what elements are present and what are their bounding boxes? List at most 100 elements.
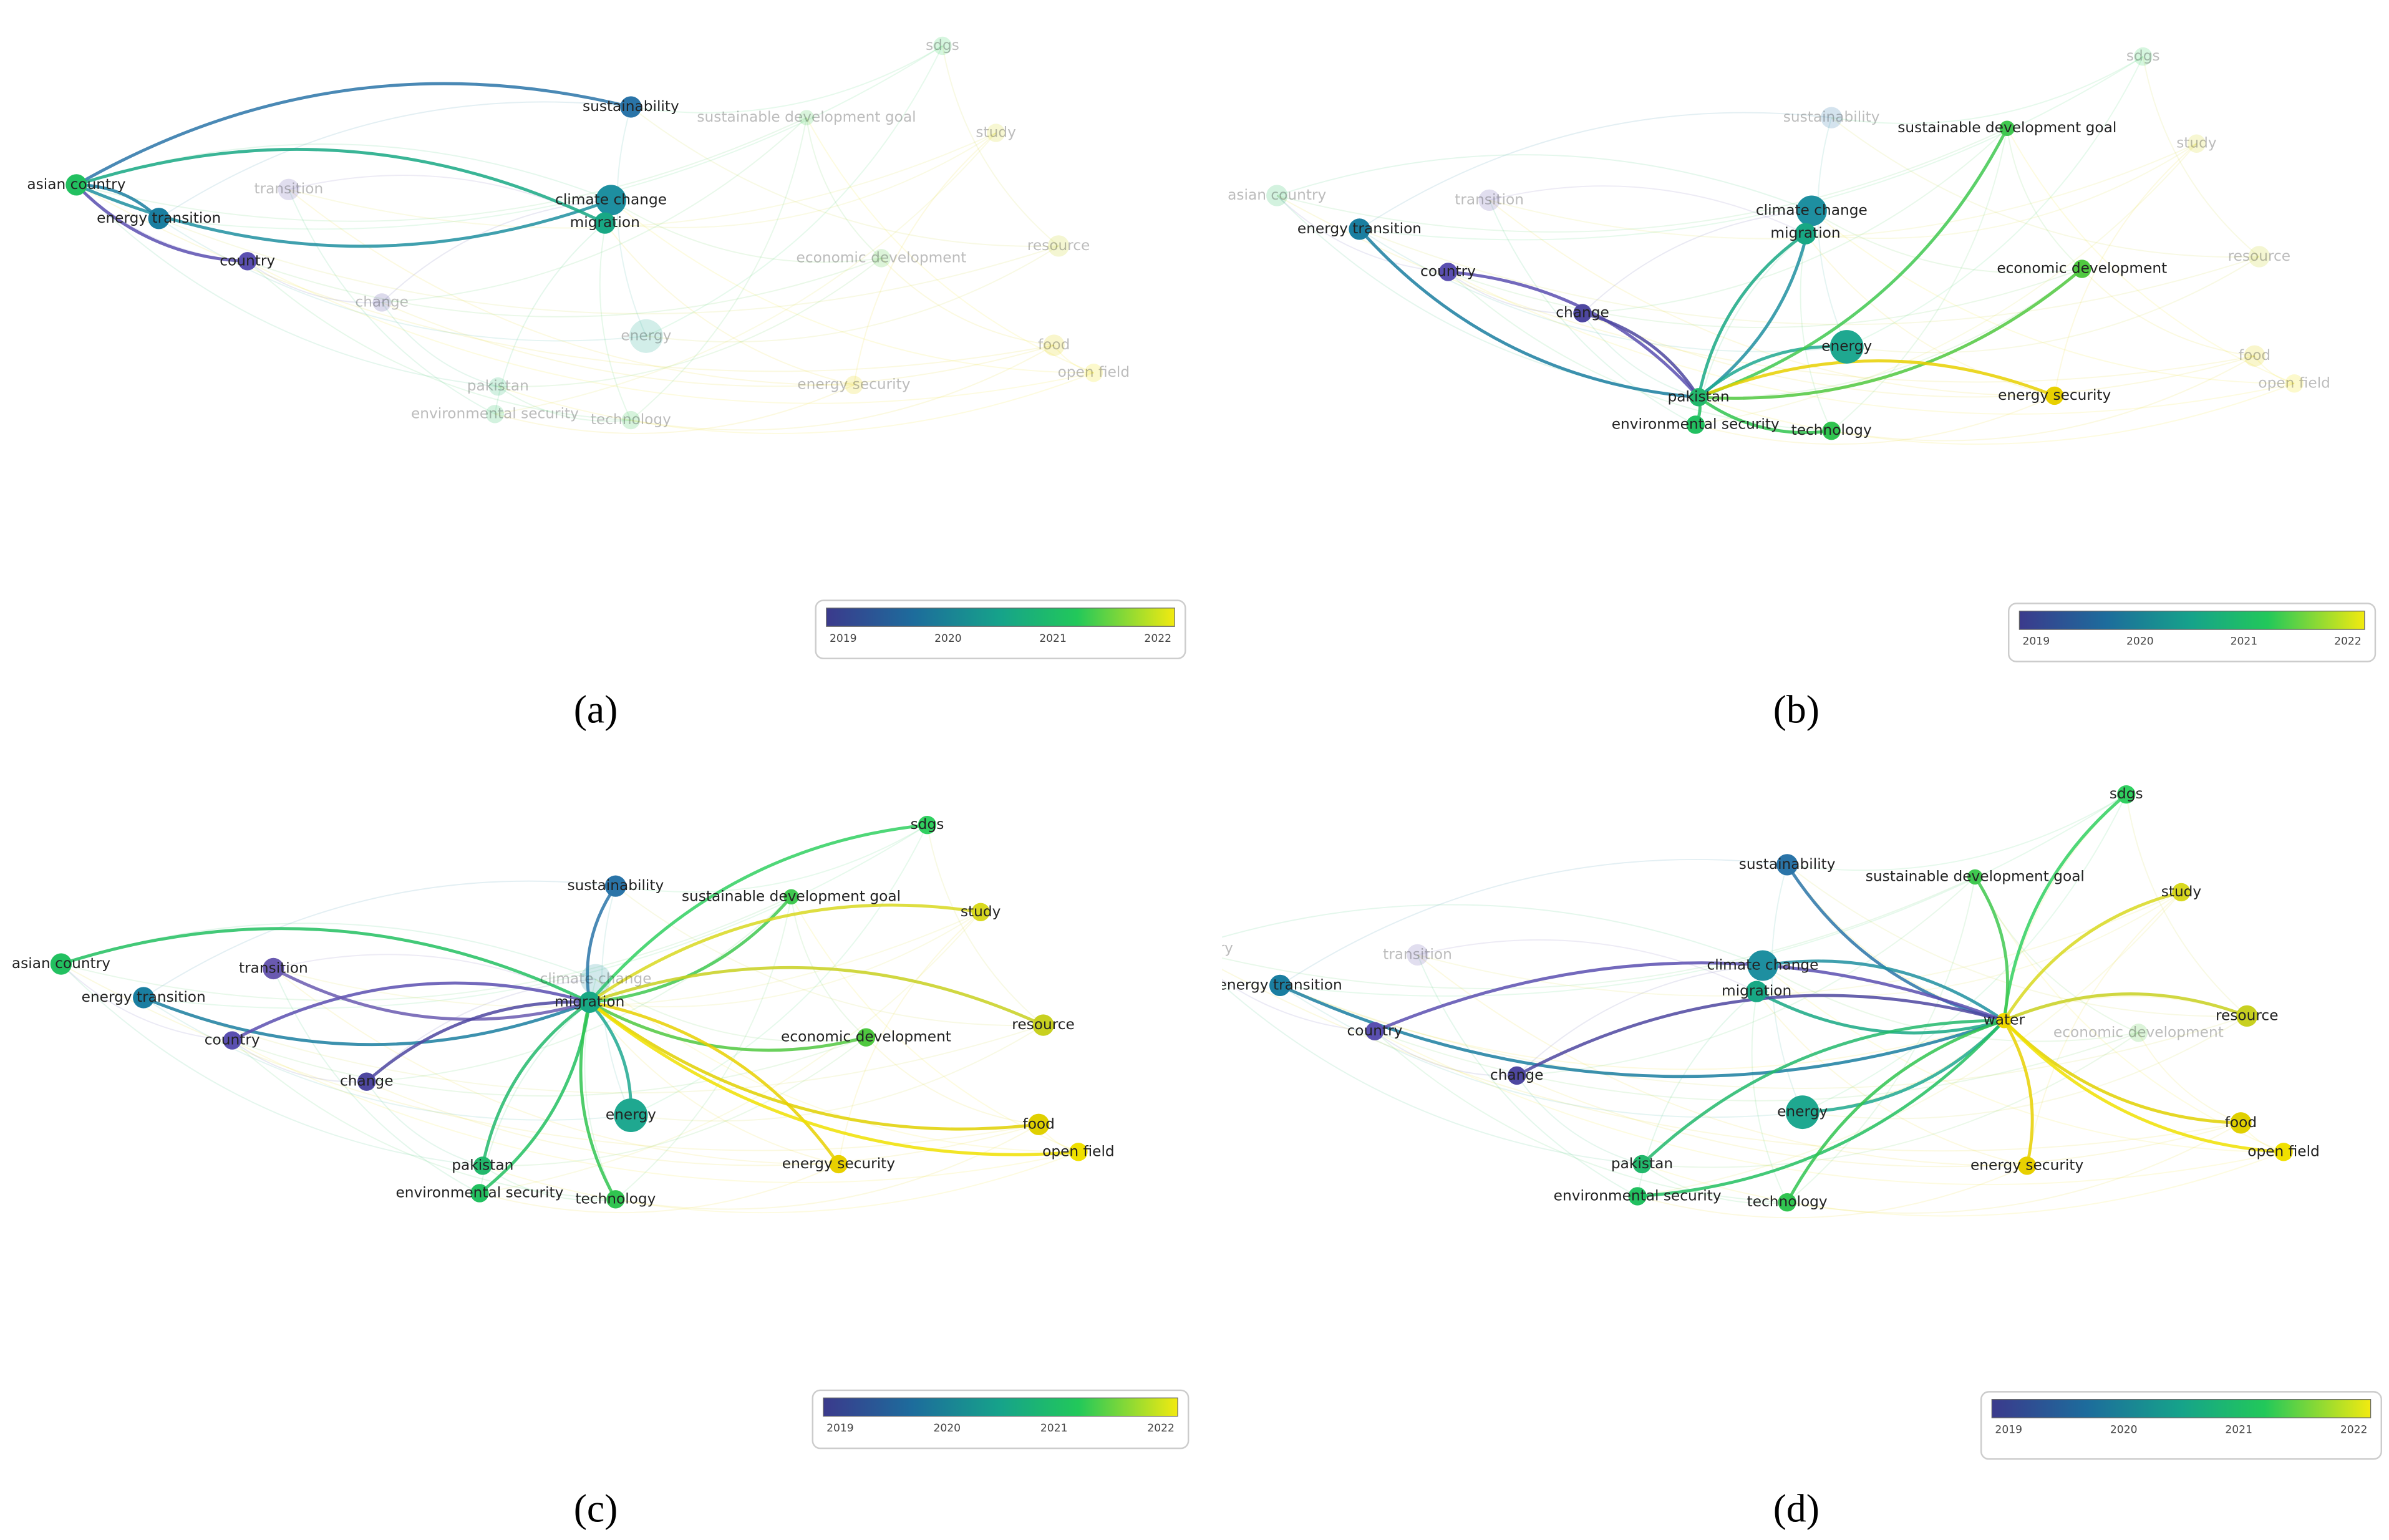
background-link <box>158 218 1059 315</box>
keyword-label: technology <box>1747 1193 1828 1210</box>
keyword-label: country <box>205 1032 260 1048</box>
background-link <box>853 132 997 385</box>
keyword-node <box>473 1156 492 1175</box>
keyword-node <box>1821 107 1843 128</box>
keyword-label: technology <box>1791 422 1872 438</box>
highlight-link <box>2002 891 2182 1022</box>
background-link <box>1786 864 2247 1017</box>
keyword-label: migration <box>555 993 624 1010</box>
background-link <box>1222 969 2241 1152</box>
keyword-node <box>1269 974 1291 997</box>
background-link <box>1698 382 2295 445</box>
keyword-node <box>783 889 799 905</box>
background-link <box>75 184 498 387</box>
background-link <box>1811 210 2082 274</box>
background-link <box>1811 210 2295 384</box>
keyword-node <box>606 1190 625 1209</box>
keyword-node <box>829 1155 848 1174</box>
background-link <box>1695 143 2198 425</box>
background-link <box>482 1165 616 1201</box>
keyword-node <box>986 123 1006 142</box>
keyword-label: sdgs <box>2126 47 2160 64</box>
keyword-label: energy <box>1821 338 1872 355</box>
keyword-label: country <box>1420 263 1476 279</box>
keyword-label: energy security <box>1998 387 2111 404</box>
keyword-label: sdgs <box>2110 785 2143 802</box>
background-link <box>790 896 867 1038</box>
keyword-node <box>1796 195 1827 226</box>
keyword-label: country <box>1347 1022 1403 1039</box>
highlight-link <box>588 823 928 1004</box>
keyword-label: change <box>1490 1067 1544 1083</box>
background-link <box>1374 1030 1788 1203</box>
background-link <box>2125 794 2247 1017</box>
keyword-label: sdgs <box>926 37 959 54</box>
background-link <box>646 46 943 337</box>
background-link <box>2142 56 2260 258</box>
background-link <box>1279 858 1788 986</box>
keyword-label: sustainable development goal <box>1897 119 2116 136</box>
keyword-label: transition <box>1455 191 1524 208</box>
legend-tick-label: 2020 <box>2110 1424 2138 1436</box>
keyword-label: environmental security <box>1612 415 1780 432</box>
background-link <box>1516 1075 2241 1168</box>
keyword-node <box>357 1072 376 1091</box>
background-link <box>479 1163 839 1214</box>
highlight-link <box>2003 1019 2284 1154</box>
background-link <box>273 968 839 1165</box>
keyword-node <box>372 293 391 312</box>
background-link <box>610 200 1094 374</box>
keyword-label: technology <box>591 411 671 428</box>
keyword-label: environmental security <box>1554 1187 1722 1204</box>
background-link <box>1359 56 2144 241</box>
background-link <box>273 968 480 1194</box>
background-link <box>75 184 1054 372</box>
background-link <box>881 258 1054 346</box>
highlight-link <box>366 1000 590 1083</box>
background-link <box>1222 979 1375 1032</box>
background-link <box>630 117 807 421</box>
highlight-link <box>1697 345 1847 399</box>
background-link <box>381 302 498 387</box>
background-link <box>1787 793 2127 871</box>
background-link <box>1698 268 2083 399</box>
highlight-link <box>2002 1019 2034 1166</box>
background-link <box>2138 1032 2241 1124</box>
keyword-label: resource <box>1012 1016 1075 1033</box>
background-link <box>646 245 1059 343</box>
keyword-label: country <box>220 252 275 269</box>
highlight-link <box>1974 876 2009 1021</box>
keyword-label: climate change <box>1756 202 1868 219</box>
keyword-label: sustainability <box>568 877 664 894</box>
keyword-node <box>2129 1024 2148 1042</box>
background-link <box>790 896 1079 1153</box>
background-link <box>498 258 882 387</box>
keyword-label: food <box>1038 336 1070 353</box>
keyword-node <box>470 1184 489 1203</box>
keyword-label: economic development <box>781 1029 951 1045</box>
background-link <box>1802 794 2127 1113</box>
background-link <box>479 911 981 1194</box>
highlight-link <box>588 903 981 1004</box>
legend-tick-label: 2019 <box>1995 1424 2022 1436</box>
keyword-node <box>1438 263 1458 281</box>
keyword-label: pakistan <box>1668 388 1730 405</box>
keyword-label: energy <box>606 1107 656 1123</box>
background-link <box>1516 965 1763 1077</box>
highlight-link <box>2002 793 2128 1021</box>
keyword-label: energy security <box>1970 1156 2083 1173</box>
background-link <box>495 132 997 415</box>
keyword-node <box>1043 334 1065 356</box>
highlight-link <box>1756 990 2005 1035</box>
highlight-link <box>61 927 591 1004</box>
background-link <box>589 1002 839 1165</box>
background-link <box>1582 128 2008 314</box>
legend-tick-label: 2021 <box>1040 1422 1068 1435</box>
keyword-node <box>2172 883 2191 902</box>
keyword-node <box>579 991 601 1013</box>
highlight-link <box>1698 268 2083 400</box>
highlight-link <box>1785 1019 2005 1203</box>
background-link <box>482 1151 1079 1214</box>
keyword-node <box>1822 422 1841 440</box>
highlight-link <box>589 966 1044 1027</box>
